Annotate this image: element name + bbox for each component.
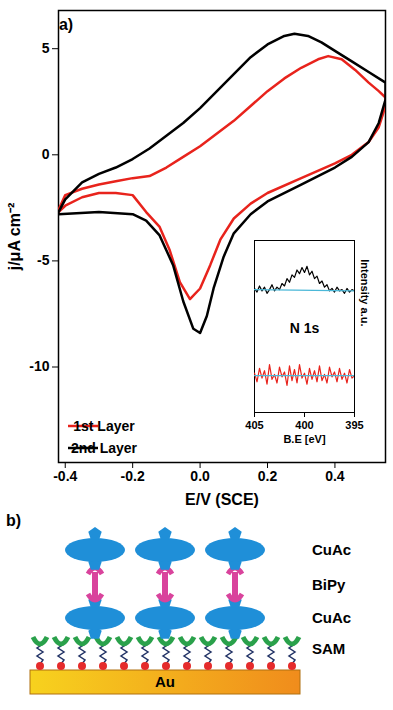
svg-text:j/μA cm⁻²: j/μA cm⁻² — [6, 203, 23, 272]
svg-text:SAM: SAM — [312, 640, 345, 657]
svg-text:BiPy: BiPy — [312, 576, 346, 593]
svg-text:2nd Layer: 2nd Layer — [71, 440, 138, 456]
svg-text:0.0: 0.0 — [190, 468, 210, 484]
svg-text:-5: -5 — [37, 252, 50, 268]
svg-text:a): a) — [59, 16, 73, 33]
svg-text:-0.4: -0.4 — [53, 468, 77, 484]
svg-text:E/V (SCE): E/V (SCE) — [185, 491, 259, 508]
svg-text:1st Layer: 1st Layer — [73, 418, 135, 434]
svg-text:N 1s: N 1s — [290, 320, 320, 336]
svg-text:5: 5 — [42, 40, 50, 56]
svg-text:395: 395 — [345, 419, 363, 431]
svg-text:0.4: 0.4 — [325, 468, 345, 484]
svg-text:CuAc: CuAc — [312, 541, 351, 558]
svg-text:b): b) — [6, 512, 21, 529]
svg-text:0.2: 0.2 — [258, 468, 278, 484]
svg-text:-0.2: -0.2 — [121, 468, 145, 484]
svg-text:400: 400 — [295, 419, 313, 431]
svg-text:0: 0 — [42, 146, 50, 162]
svg-text:-10: -10 — [29, 358, 49, 374]
svg-text:Au: Au — [155, 673, 175, 690]
svg-text:405: 405 — [245, 419, 263, 431]
svg-text:CuAc: CuAc — [312, 609, 351, 626]
svg-text:Intensity a.u.: Intensity a.u. — [359, 259, 371, 326]
svg-text:B.E [eV]: B.E [eV] — [283, 433, 326, 445]
